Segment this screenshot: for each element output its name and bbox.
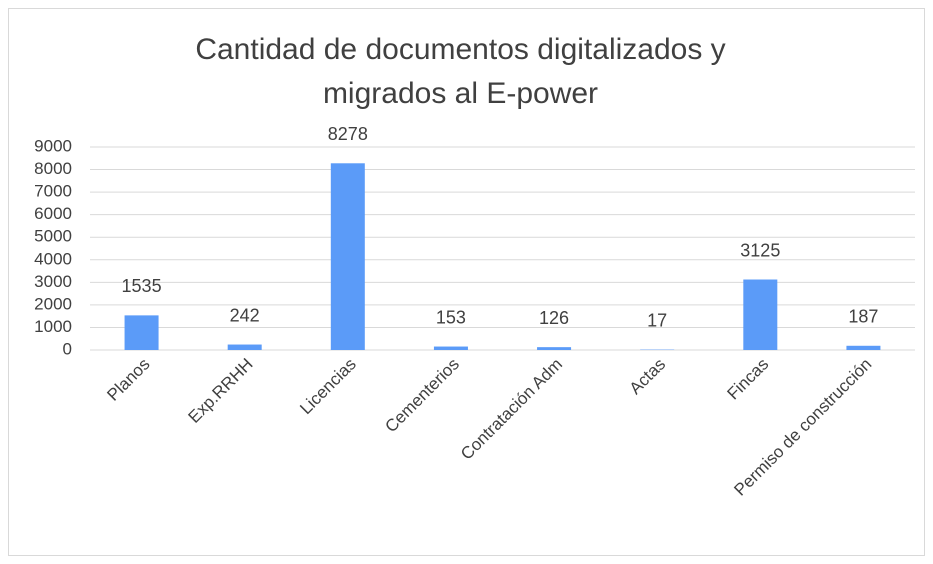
y-tick-label: 1000 — [34, 317, 72, 336]
x-tick-label: Cementerios — [381, 355, 463, 437]
x-tick-label: Planos — [103, 355, 153, 405]
chart-title: Cantidad de documentos digitalizados y m… — [195, 33, 726, 110]
bar — [330, 163, 365, 350]
y-tick-label: 2000 — [34, 294, 72, 313]
value-label: 153 — [436, 307, 466, 327]
x-tick-label: Actas — [626, 355, 670, 399]
bar — [743, 279, 778, 350]
y-tick-label: 8000 — [34, 159, 72, 178]
value-label: 3125 — [740, 240, 780, 260]
bar — [433, 346, 468, 350]
x-tick-label: Fincas — [723, 355, 772, 404]
y-tick-label: 0 — [63, 339, 72, 358]
x-tick-label: Contratación Adm — [457, 355, 566, 464]
y-tick-label: 5000 — [34, 227, 72, 246]
value-label: 8278 — [328, 124, 368, 144]
y-tick-label: 3000 — [34, 272, 72, 291]
y-tick-label: 9000 — [34, 136, 72, 155]
value-label: 187 — [848, 307, 878, 327]
bar — [846, 345, 881, 350]
y-tick-label: 7000 — [34, 182, 72, 201]
x-tick-label: Exp.RRHH — [184, 355, 256, 427]
bar — [227, 344, 262, 350]
bar — [537, 347, 572, 350]
x-tick-label: Licencias — [296, 355, 360, 419]
bar — [124, 315, 159, 350]
chart-border — [8, 8, 925, 556]
value-label: 126 — [539, 308, 569, 328]
value-label: 17 — [647, 310, 667, 330]
y-tick-label: 4000 — [34, 249, 72, 268]
value-label: 242 — [230, 305, 260, 325]
value-label: 1535 — [122, 276, 162, 296]
y-tick-label: 6000 — [34, 204, 72, 223]
